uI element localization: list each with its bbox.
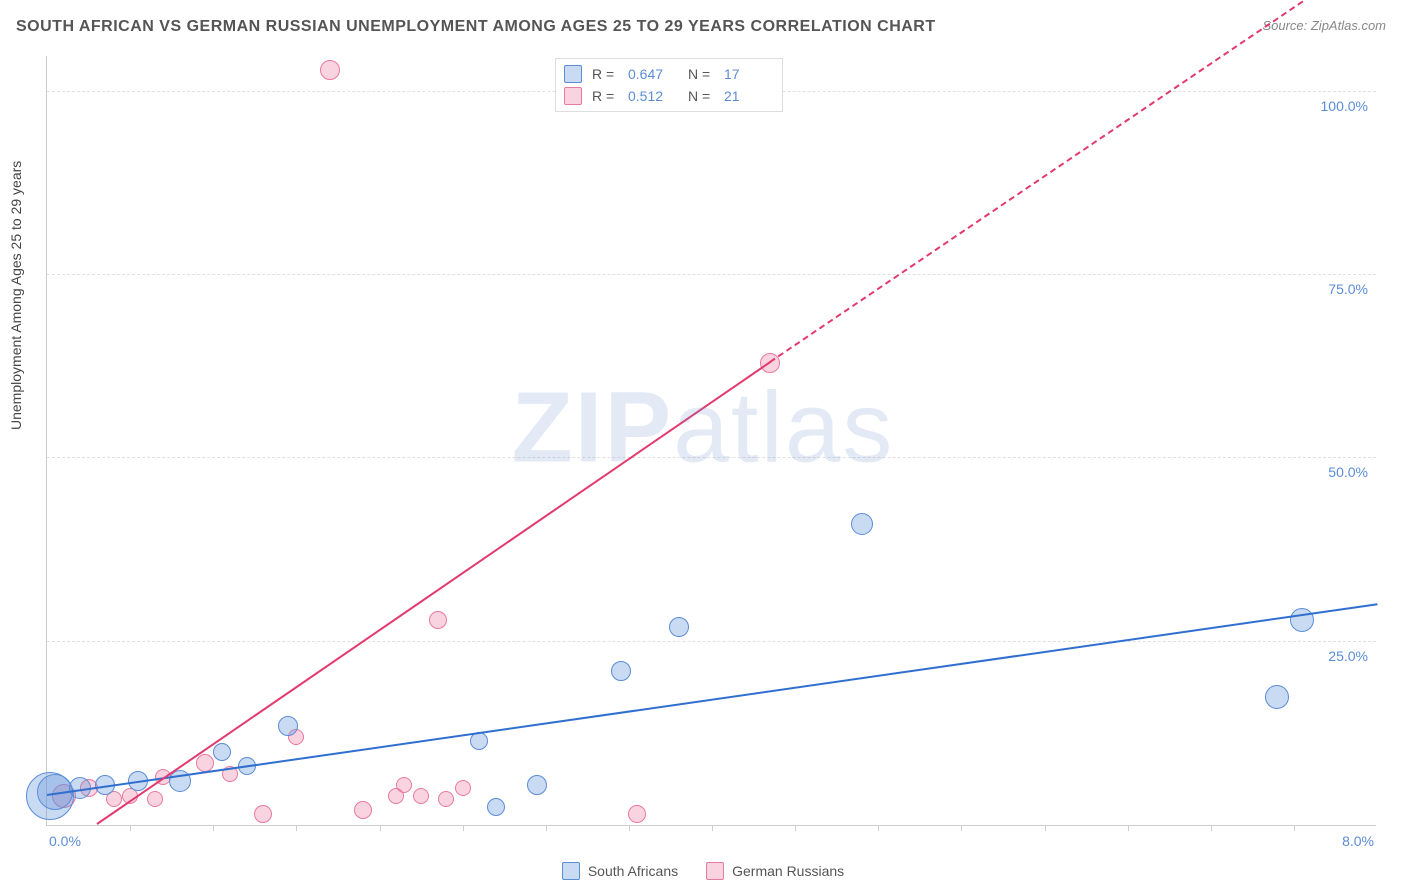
plot-area: 25.0%50.0%75.0%100.0%0.0%8.0% xyxy=(46,56,1376,826)
data-point-gr xyxy=(254,805,272,823)
x-tick xyxy=(712,825,713,831)
x-tick xyxy=(629,825,630,831)
x-max-label: 8.0% xyxy=(1342,833,1374,849)
legend-swatch xyxy=(706,862,724,880)
data-point-gr xyxy=(429,611,447,629)
r-value: 0.512 xyxy=(628,88,678,104)
legend-swatch xyxy=(562,862,580,880)
legend-item: German Russians xyxy=(706,862,844,880)
legend-row: R = 0.647 N = 17 xyxy=(564,63,774,85)
gridline xyxy=(47,274,1376,275)
source-attribution: Source: ZipAtlas.com xyxy=(1262,18,1386,33)
data-point-sa xyxy=(851,513,873,535)
x-tick xyxy=(380,825,381,831)
y-tick-label: 100.0% xyxy=(1321,98,1368,114)
x-tick xyxy=(463,825,464,831)
data-point-sa xyxy=(527,775,547,795)
x-tick xyxy=(1211,825,1212,831)
x-tick xyxy=(1294,825,1295,831)
data-point-gr xyxy=(147,791,163,807)
data-point-gr xyxy=(413,788,429,804)
data-point-sa xyxy=(1265,685,1289,709)
x-tick xyxy=(1045,825,1046,831)
data-point-sa xyxy=(278,716,298,736)
x-tick xyxy=(296,825,297,831)
n-value: 17 xyxy=(724,66,774,82)
trend-line xyxy=(47,603,1377,796)
legend-row: R = 0.512 N = 21 xyxy=(564,85,774,107)
x-tick xyxy=(961,825,962,831)
gridline xyxy=(47,641,1376,642)
legend-swatch xyxy=(564,87,582,105)
data-point-gr xyxy=(320,60,340,80)
y-tick-label: 75.0% xyxy=(1328,281,1368,297)
data-point-sa xyxy=(611,661,631,681)
r-label: R = xyxy=(592,88,618,104)
x-min-label: 0.0% xyxy=(49,833,81,849)
x-tick xyxy=(795,825,796,831)
data-point-sa xyxy=(669,617,689,637)
data-point-gr xyxy=(628,805,646,823)
legend-label: South Africans xyxy=(588,863,678,879)
legend-item: South Africans xyxy=(562,862,678,880)
n-label: N = xyxy=(688,66,714,82)
x-tick xyxy=(130,825,131,831)
r-value: 0.647 xyxy=(628,66,678,82)
chart-title: SOUTH AFRICAN VS GERMAN RUSSIAN UNEMPLOY… xyxy=(16,18,936,36)
n-value: 21 xyxy=(724,88,774,104)
y-tick-label: 25.0% xyxy=(1328,648,1368,664)
trend-line-extrapolated xyxy=(770,0,1378,363)
y-tick-label: 50.0% xyxy=(1328,464,1368,480)
x-tick xyxy=(546,825,547,831)
data-point-sa xyxy=(213,743,231,761)
data-point-sa xyxy=(1290,608,1314,632)
correlation-legend: R = 0.647 N = 17 R = 0.512 N = 21 xyxy=(555,58,783,112)
trend-line xyxy=(96,361,770,825)
x-tick xyxy=(878,825,879,831)
legend-swatch xyxy=(564,65,582,83)
n-label: N = xyxy=(688,88,714,104)
data-point-gr xyxy=(196,754,214,772)
r-label: R = xyxy=(592,66,618,82)
legend-label: German Russians xyxy=(732,863,844,879)
y-axis-label: Unemployment Among Ages 25 to 29 years xyxy=(8,161,24,430)
x-tick xyxy=(1128,825,1129,831)
series-legend: South Africans German Russians xyxy=(0,862,1406,880)
data-point-gr xyxy=(455,780,471,796)
data-point-gr xyxy=(354,801,372,819)
data-point-gr xyxy=(438,791,454,807)
x-tick xyxy=(213,825,214,831)
gridline xyxy=(47,457,1376,458)
data-point-gr xyxy=(396,777,412,793)
data-point-sa xyxy=(487,798,505,816)
